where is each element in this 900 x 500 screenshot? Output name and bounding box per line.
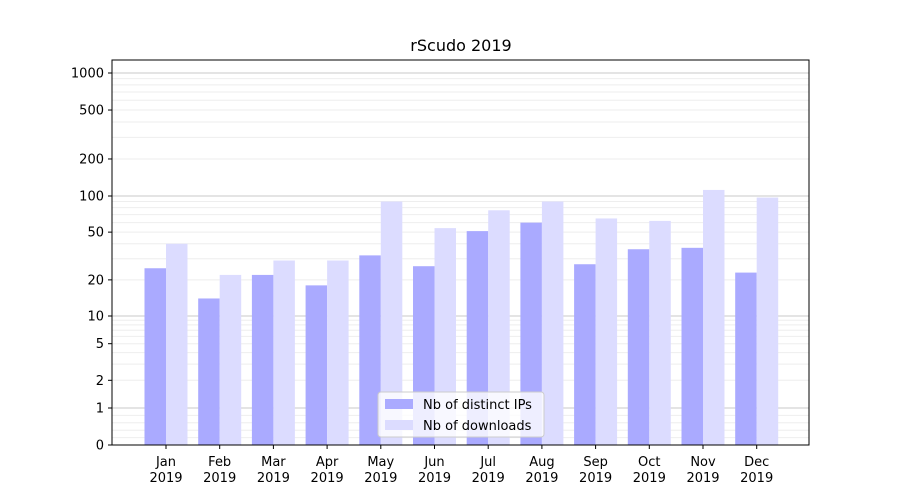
y-tick-label: 1 <box>96 402 104 417</box>
x-tick-label-year: 2019 <box>740 471 773 486</box>
bar-downloads-may <box>380 201 403 445</box>
x-tick-label-year: 2019 <box>149 471 182 486</box>
y-tick-label: 50 <box>87 226 104 241</box>
x-tick-label-year: 2019 <box>686 471 719 486</box>
bar-downloads-apr <box>327 260 349 445</box>
bar-distinct-ips-dec <box>735 272 757 445</box>
x-tick-label-month: Feb <box>208 455 231 470</box>
y-tick-label: 1000 <box>71 67 104 82</box>
bar-downloads-jun <box>434 228 456 445</box>
x-tick-label-year: 2019 <box>203 471 236 486</box>
bar-downloads-dec <box>756 197 779 445</box>
y-tick-label: 20 <box>87 273 104 288</box>
y-tick-label: 200 <box>79 152 104 167</box>
bar-distinct-ips-oct <box>627 249 650 445</box>
legend: Nb of distinct IPs Nb of downloads <box>377 391 545 438</box>
bar-distinct-ips-apr <box>305 285 328 445</box>
bar-distinct-ips-may <box>359 255 381 445</box>
y-tick-label: 10 <box>87 310 104 325</box>
x-tick-label-month: Jun <box>423 455 444 470</box>
plot-frame <box>111 59 810 446</box>
x-tick-label-year: 2019 <box>633 471 666 486</box>
x-tick-label-year: 2019 <box>418 471 451 486</box>
x-tick-label-month: May <box>367 455 394 470</box>
x-axis: Jan2019Feb2019Mar2019Apr2019May2019Jun20… <box>149 445 773 486</box>
y-tick-label: 2 <box>96 374 104 389</box>
bar-distinct-ips-aug <box>520 222 542 445</box>
x-tick-label-month: Jul <box>479 455 496 470</box>
x-tick-label-month: Nov <box>690 455 716 470</box>
bar-downloads-aug <box>541 201 564 445</box>
legend-label: Nb of downloads <box>423 419 532 434</box>
x-tick-label-month: Oct <box>638 455 660 470</box>
legend-swatch <box>385 420 413 430</box>
x-tick-label-year: 2019 <box>311 471 344 486</box>
y-tick-label: 0 <box>96 439 104 454</box>
bar-downloads-sep <box>595 218 618 445</box>
y-axis: 0 1 2 5 10 20 50 100 200 500 1000 <box>71 67 112 454</box>
legend-swatch <box>385 399 413 409</box>
x-tick-label-year: 2019 <box>472 471 505 486</box>
y-tick-label: 100 <box>79 190 104 205</box>
x-tick-label-month: Sep <box>583 455 608 470</box>
y-tick-label: 5 <box>96 337 104 352</box>
x-tick-label-month: Dec <box>744 455 769 470</box>
x-tick-label-month: Jan <box>155 455 176 470</box>
bar-distinct-ips-jan <box>144 268 166 445</box>
bar-distinct-ips-feb <box>198 298 220 445</box>
x-tick-label-month: Apr <box>316 455 339 470</box>
chart-title: rScudo 2019 <box>410 36 511 55</box>
x-tick-label-year: 2019 <box>525 471 558 486</box>
x-tick-label-month: Aug <box>529 455 554 470</box>
x-tick-label-year: 2019 <box>364 471 397 486</box>
bars <box>144 189 779 445</box>
x-tick-label-year: 2019 <box>257 471 290 486</box>
bar-distinct-ips-sep <box>574 264 596 445</box>
bar-downloads-mar <box>273 260 295 445</box>
x-tick-label-year: 2019 <box>579 471 612 486</box>
y-tick-label: 500 <box>79 104 104 119</box>
bar-downloads-feb <box>219 274 242 445</box>
bar-downloads-jul <box>488 210 510 445</box>
bar-distinct-ips-mar <box>251 274 274 445</box>
bar-distinct-ips-nov <box>681 247 703 445</box>
legend-label: Nb of distinct IPs <box>423 398 532 413</box>
bar-downloads-oct <box>649 220 671 445</box>
x-tick-label-month: Mar <box>261 455 286 470</box>
bar-downloads-nov <box>703 189 725 445</box>
bar-downloads-jan <box>166 243 188 445</box>
legend-box <box>377 391 545 438</box>
